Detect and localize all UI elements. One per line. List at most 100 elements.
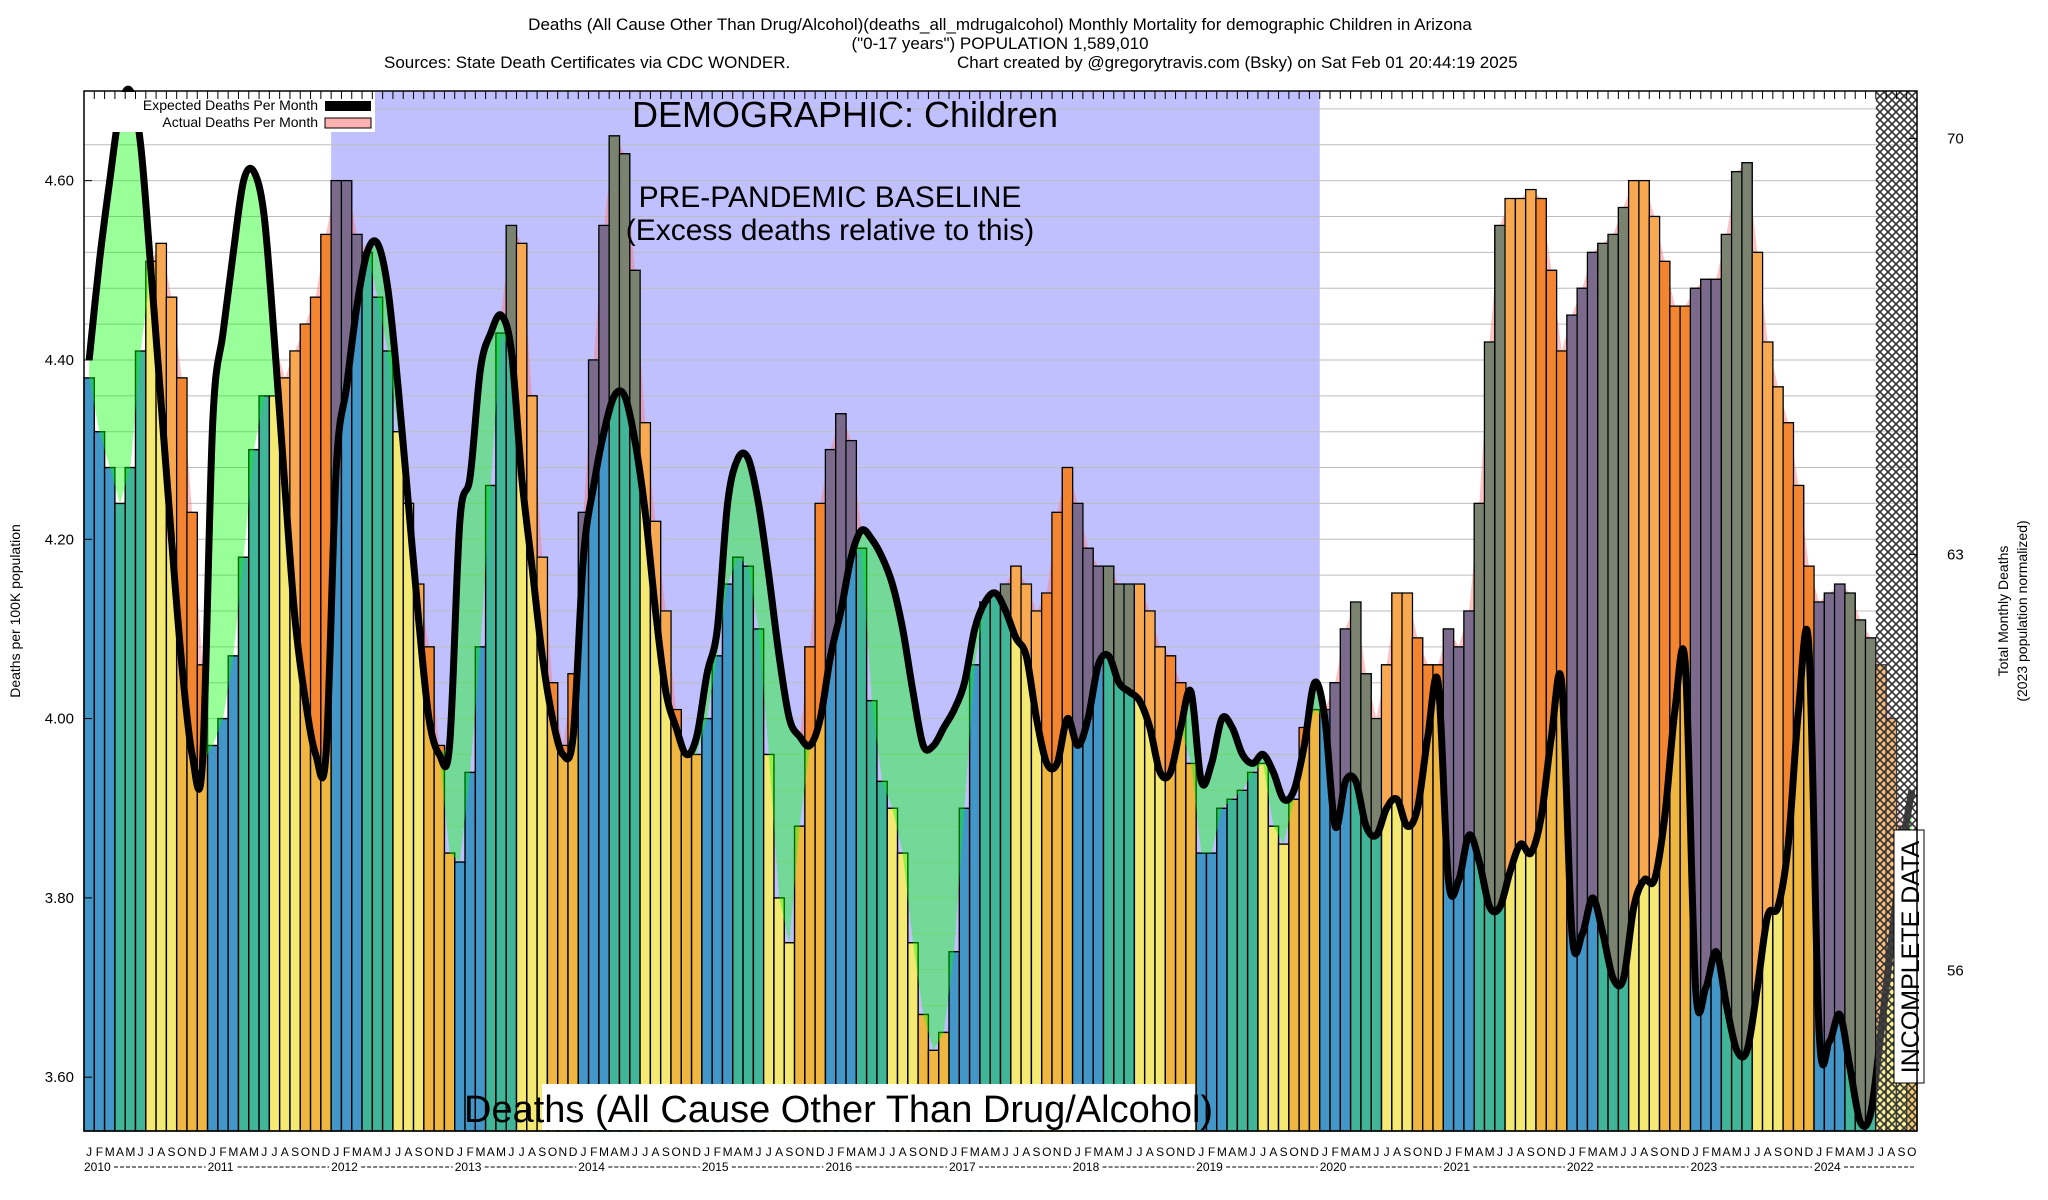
bar — [206, 744, 219, 1132]
bar-excess — [589, 360, 599, 486]
x-month-label: D — [1557, 1145, 1566, 1159]
bar-excess — [1670, 306, 1680, 710]
bar-excess — [826, 450, 836, 656]
x-month-label: N — [1547, 1145, 1556, 1159]
bar — [1257, 762, 1269, 1132]
bar-excess — [517, 244, 527, 477]
x-month-label: O — [1536, 1145, 1545, 1159]
x-month-label: A — [1228, 1145, 1236, 1159]
x-month-label: N — [929, 1145, 938, 1159]
bar-excess — [1382, 665, 1392, 809]
bar-excess — [1639, 181, 1649, 880]
bar — [248, 448, 260, 1132]
bar — [227, 655, 240, 1132]
bar-excess — [846, 441, 856, 558]
x-month-label: J — [879, 1145, 885, 1159]
bar-excess — [1794, 486, 1804, 710]
y2-tick-label: 70 — [1947, 131, 1964, 148]
y2-axis-label-note: (2023 population normalized) — [2014, 520, 2030, 701]
x-month-label: J — [1075, 1145, 1081, 1159]
y-tick-label: 4.60 — [45, 173, 74, 190]
bar — [701, 717, 713, 1132]
bar-excess — [609, 136, 619, 396]
x-month-label: M — [1114, 1145, 1124, 1159]
x-year-label: 2010 — [84, 1160, 111, 1174]
x-month-label: M — [1711, 1145, 1721, 1159]
x-month-label: O — [1166, 1145, 1175, 1159]
bar-excess — [1444, 629, 1453, 880]
bar-excess — [1773, 387, 1783, 907]
bar-excess — [1711, 279, 1721, 952]
bar-excess — [1021, 584, 1031, 656]
x-month-label: F — [96, 1145, 103, 1159]
x-month-label: J — [1868, 1145, 1874, 1159]
bar-excess — [1083, 548, 1093, 719]
x-month-label: O — [795, 1145, 804, 1159]
y-tick-label: 4.20 — [45, 531, 74, 548]
x-month-label: A — [1146, 1145, 1154, 1159]
bar — [93, 430, 106, 1132]
x-month-label: D — [1805, 1145, 1814, 1159]
x-month-label: M — [743, 1145, 753, 1159]
bar-excess — [1557, 351, 1567, 683]
x-month-label: M — [1340, 1145, 1350, 1159]
y2-tick-label: 63 — [1947, 547, 1964, 564]
bar-excess — [1546, 271, 1556, 737]
bar — [433, 744, 446, 1132]
bar-excess — [1464, 611, 1474, 836]
x-month-label: F — [1455, 1145, 1462, 1159]
bar-excess — [1516, 199, 1525, 845]
bar-excess — [1093, 566, 1103, 665]
bar — [124, 466, 137, 1132]
bar — [979, 601, 991, 1132]
x-month-label: N — [1424, 1145, 1433, 1159]
bar — [546, 682, 559, 1132]
legend-label-actual: Actual Deaths Per Month — [162, 114, 318, 130]
y-tick-label: 4.00 — [45, 711, 74, 728]
x-month-label: M — [846, 1145, 856, 1159]
bar-excess — [424, 647, 434, 719]
x-month-label: O — [1413, 1145, 1422, 1159]
x-month-label: O — [1289, 1145, 1298, 1159]
x-month-label: M — [1588, 1145, 1598, 1159]
bar-excess — [1073, 504, 1083, 746]
bar-excess — [290, 351, 300, 620]
bar-excess — [1866, 638, 1876, 1114]
bar — [762, 753, 775, 1132]
baseline-annotation: PRE-PANDEMIC BASELINE — [639, 181, 1022, 214]
metric-label-background — [542, 1084, 1195, 1130]
bar-excess — [1104, 566, 1114, 656]
x-month-label: A — [1846, 1145, 1854, 1159]
x-month-label: J — [457, 1145, 463, 1159]
x-month-label: J — [756, 1145, 762, 1159]
x-month-label: F — [1579, 1145, 1586, 1159]
x-month-label: A — [775, 1145, 783, 1159]
x-month-label: S — [1033, 1145, 1041, 1159]
x-month-label: S — [1156, 1145, 1164, 1159]
bar-excess — [1701, 279, 1711, 988]
bar — [268, 395, 281, 1132]
bar — [865, 699, 878, 1132]
x-month-label: A — [487, 1145, 495, 1159]
x-month-label: J — [1384, 1145, 1390, 1159]
bar-excess — [1783, 423, 1793, 845]
bar-excess — [599, 226, 609, 432]
x-month-label: F — [1208, 1145, 1215, 1159]
bar-excess — [342, 181, 352, 387]
x-month-label: N — [559, 1145, 568, 1159]
bar-excess — [1752, 253, 1762, 988]
x-month-label: J — [1445, 1145, 1451, 1159]
x-month-label: J — [1878, 1145, 1884, 1159]
x-month-label: A — [157, 1145, 165, 1159]
x-month-label: M — [970, 1145, 980, 1159]
x-month-label: A — [1764, 1145, 1772, 1159]
bar — [721, 583, 734, 1132]
bar — [711, 655, 724, 1132]
x-month-label: O — [919, 1145, 928, 1159]
x-month-label: S — [168, 1145, 176, 1159]
x-month-label: N — [1671, 1145, 1680, 1159]
x-month-label: J — [86, 1145, 92, 1159]
chart-sources: Sources: State Death Certificates via CD… — [384, 53, 790, 72]
bar-excess — [1485, 342, 1495, 907]
